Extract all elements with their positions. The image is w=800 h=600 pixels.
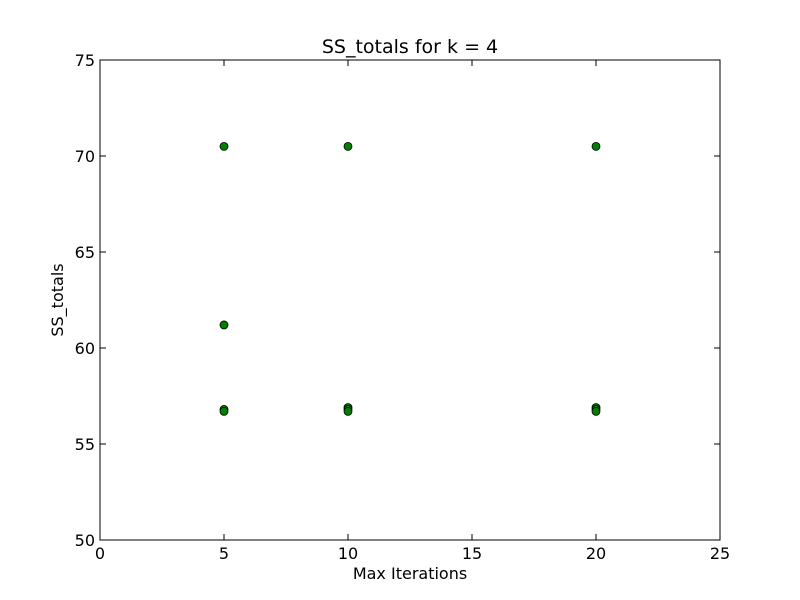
y-tick-label: 70 — [75, 147, 95, 166]
y-axis-title: SS_totals — [48, 263, 68, 336]
y-tick-label: 50 — [75, 531, 95, 550]
x-tick-label: 15 — [462, 544, 482, 563]
y-tick-label: 60 — [75, 339, 95, 358]
data-point — [591, 406, 601, 416]
x-axis-title: Max Iterations — [353, 564, 467, 583]
y-tick-label: 55 — [75, 435, 95, 454]
data-point — [343, 141, 353, 151]
y-tick-label: 65 — [75, 243, 95, 262]
data-point — [219, 141, 229, 151]
x-tick-label: 10 — [338, 544, 358, 563]
data-point — [219, 406, 229, 416]
ticks-layer: 0 5 10 15 20 25 50 55 60 65 70 75 — [75, 51, 731, 563]
chart-title: SS_totals for k = 4 — [322, 36, 498, 58]
x-tick-label: 5 — [219, 544, 229, 563]
x-tick-label: 20 — [586, 544, 606, 563]
x-tick-label: 0 — [95, 544, 105, 563]
data-point — [591, 141, 601, 151]
y-tick-label: 75 — [75, 51, 95, 70]
x-tick-label: 25 — [710, 544, 730, 563]
data-point — [343, 406, 353, 416]
data-point — [219, 320, 229, 330]
points-layer — [219, 141, 601, 416]
plot-frame — [99, 59, 721, 541]
